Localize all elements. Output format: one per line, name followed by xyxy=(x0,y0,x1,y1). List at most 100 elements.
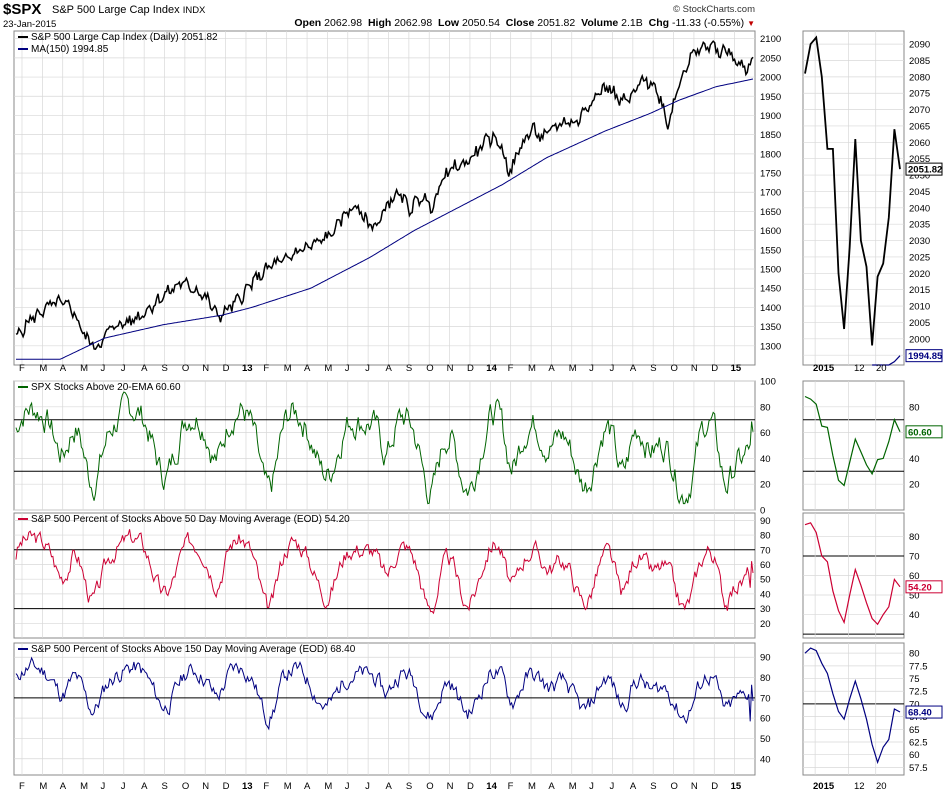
x-tick-label: 13 xyxy=(242,781,253,792)
index-name-text: S&P 500 Large Cap Index xyxy=(52,4,180,16)
volume-label: Volume xyxy=(581,17,619,29)
series-line-price-1 xyxy=(16,78,754,360)
y-tick-label: 80 xyxy=(760,402,771,413)
open-label: Open xyxy=(294,17,322,29)
zoom-y-tick-label: 2040 xyxy=(909,203,930,214)
value-tag-box xyxy=(905,425,943,439)
y-tick-label: 1300 xyxy=(760,341,781,352)
x-tick-label: M xyxy=(528,781,536,792)
x-tick-label: J xyxy=(609,781,614,792)
zoom-series-line-price-0 xyxy=(804,35,901,346)
panel-frame-price xyxy=(13,30,756,366)
zoom-y-tick-label: 2035 xyxy=(909,220,930,231)
y-tick-label: 1500 xyxy=(760,265,781,276)
x-tick-label: O xyxy=(182,363,189,374)
legend-label: MA(150) 1994.85 xyxy=(31,44,109,55)
x-tick-label: D xyxy=(711,781,718,792)
x-tick-label: A xyxy=(630,363,637,374)
legend-label: S&P 500 Percent of Stocks Above 50 Day M… xyxy=(31,514,350,525)
x-tick-label: J xyxy=(121,781,126,792)
zoom-y-tick-label: 2055 xyxy=(909,154,930,165)
zoom-y-tick-label: 2060 xyxy=(909,138,930,149)
high-value: 2062.98 xyxy=(394,17,433,29)
y-tick-label: 1900 xyxy=(760,111,781,122)
zoom-y-tick-label: 2010 xyxy=(909,302,930,313)
zoom-y-tick-label: 57.5 xyxy=(909,763,928,774)
y-tick-label: 70 xyxy=(760,545,771,556)
zoom-y-tick-label: 70 xyxy=(909,699,920,710)
zoom-frame-price xyxy=(802,30,905,366)
chg-label: Chg xyxy=(648,17,670,29)
value-tag-label: 2051.82 xyxy=(908,165,942,176)
y-tick-label: 20 xyxy=(760,619,771,630)
panel-frame-ema20 xyxy=(13,380,756,511)
x-tick-label: D xyxy=(467,363,474,374)
x-tick-label: N xyxy=(447,781,454,792)
open-value: 2062.98 xyxy=(324,17,363,29)
panel-frame-pct150 xyxy=(13,642,756,776)
x-tick-label: O xyxy=(426,781,433,792)
y-tick-label: 40 xyxy=(760,454,771,465)
x-tick-label: F xyxy=(19,781,25,792)
zoom-y-tick-label: 70 xyxy=(909,551,920,562)
panel-frame-pct50 xyxy=(13,512,756,639)
zoom-y-tick-label: 2080 xyxy=(909,72,930,83)
x-tick-label: M xyxy=(39,781,47,792)
y-tick-label: 80 xyxy=(760,673,771,684)
high-label: High xyxy=(367,17,392,29)
chart-date: 23-Jan-2015 xyxy=(3,19,57,30)
x-tick-label: A xyxy=(304,363,311,374)
index-name: S&P 500 Large Cap Index INDX xyxy=(52,4,205,16)
brand-watermark: © StockCharts.com xyxy=(673,4,755,15)
y-tick-label: 1750 xyxy=(760,169,781,180)
zoom-y-tick-label: 62.5 xyxy=(909,738,928,749)
zoom-x-tick-label: 2015 xyxy=(813,781,835,792)
y-tick-label: 1400 xyxy=(760,303,781,314)
legend-label: S&P 500 Percent of Stocks Above 150 Day … xyxy=(31,644,356,655)
x-tick-label: J xyxy=(365,781,370,792)
zoom-y-tick-label: 77.5 xyxy=(909,661,928,672)
zoom-series-line-pct50-0 xyxy=(804,522,901,626)
x-tick-label: F xyxy=(263,781,269,792)
value-tag-box xyxy=(905,705,943,719)
y-tick-label: 30 xyxy=(760,604,771,615)
x-tick-label: J xyxy=(609,363,614,374)
x-tick-label: M xyxy=(80,781,88,792)
y-tick-label: 60 xyxy=(760,428,771,439)
x-tick-label: M xyxy=(284,781,292,792)
zoom-y-tick-label: 75 xyxy=(909,674,920,685)
legend-label: SPX Stocks Above 20-EMA 60.60 xyxy=(31,382,181,393)
y-tick-label: 40 xyxy=(760,754,771,765)
x-tick-label: J xyxy=(100,363,105,374)
value-tag-box xyxy=(905,580,943,594)
x-tick-label: M xyxy=(569,781,577,792)
x-tick-label: N xyxy=(202,363,209,374)
y-tick-label: 20 xyxy=(760,480,771,491)
zoom-y-tick-label: 65 xyxy=(909,725,920,736)
y-tick-label: 1700 xyxy=(760,188,781,199)
x-tick-label: N xyxy=(691,363,698,374)
zoom-y-tick-label: 50 xyxy=(909,591,920,602)
zoom-y-tick-label: 80 xyxy=(909,402,920,413)
zoom-y-tick-label: 2090 xyxy=(909,40,930,51)
value-tag-label: 60.60 xyxy=(908,427,932,438)
zoom-y-tick-label: 40 xyxy=(909,610,920,621)
zoom-y-tick-label: 20 xyxy=(909,480,920,491)
y-tick-label: 60 xyxy=(760,714,771,725)
x-tick-label: A xyxy=(141,781,148,792)
x-tick-label: A xyxy=(304,781,311,792)
zoom-x-tick-label: 20 xyxy=(876,781,887,792)
x-tick-label: S xyxy=(162,363,168,374)
zoom-x-tick-label: 2015 xyxy=(813,363,835,374)
zoom-x-tick-label: 12 xyxy=(854,363,865,374)
y-tick-label: 70 xyxy=(760,693,771,704)
legend-label: S&P 500 Large Cap Index (Daily) 2051.82 xyxy=(31,32,218,43)
zoom-x-tick-label: 12 xyxy=(854,781,865,792)
low-value: 2050.54 xyxy=(461,17,500,29)
zoom-y-tick-label: 2085 xyxy=(909,56,930,67)
x-tick-label: 13 xyxy=(242,363,253,374)
x-tick-label: N xyxy=(691,781,698,792)
x-tick-label: J xyxy=(589,363,594,374)
ohlc-summary: Open 2062.98 High 2062.98 Low 2050.54 Cl… xyxy=(294,17,755,29)
